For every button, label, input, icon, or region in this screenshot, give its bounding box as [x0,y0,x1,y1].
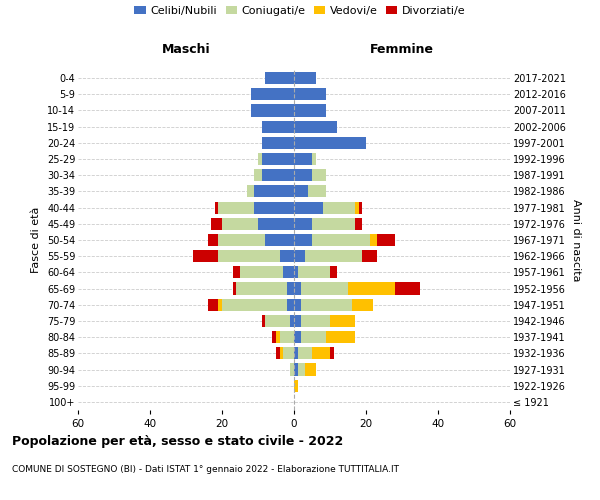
Bar [294,186,308,198]
Bar [294,169,312,181]
Bar [262,169,294,181]
Bar [298,266,330,278]
Bar [290,364,294,376]
Bar [193,250,218,262]
Bar [294,137,366,149]
Bar [352,298,373,311]
Bar [222,218,258,230]
Y-axis label: Fasce di età: Fasce di età [31,207,41,273]
Bar [276,348,280,360]
Bar [294,364,298,376]
Bar [294,331,301,343]
Bar [254,202,294,213]
Text: COMUNE DI SOSTEGNO (BI) - Dati ISTAT 1° gennaio 2022 - Elaborazione TUTTITALIA.I: COMUNE DI SOSTEGNO (BI) - Dati ISTAT 1° … [12,465,399,474]
Bar [265,315,290,327]
Bar [247,186,254,198]
Bar [218,202,254,213]
Bar [272,331,276,343]
Text: Popolazione per età, sesso e stato civile - 2022: Popolazione per età, sesso e stato civil… [12,435,343,448]
Bar [312,169,326,181]
Text: Maschi: Maschi [161,44,211,57]
Bar [262,137,294,149]
Bar [294,104,326,117]
Bar [218,234,265,246]
Bar [301,315,330,327]
Bar [359,202,362,213]
Text: Femmine: Femmine [370,44,434,57]
Bar [355,202,359,213]
Bar [294,315,301,327]
Bar [312,348,330,360]
Bar [348,282,395,294]
Bar [208,234,218,246]
Bar [294,298,301,311]
Bar [330,266,337,278]
Bar [258,153,262,165]
Legend: Celibi/Nubili, Coniugati/e, Vedovi/e, Divorziati/e: Celibi/Nubili, Coniugati/e, Vedovi/e, Di… [134,6,466,16]
Bar [222,298,287,311]
Bar [280,348,283,360]
Bar [254,186,294,198]
Bar [240,266,283,278]
Bar [280,331,294,343]
Bar [326,331,355,343]
Bar [294,266,298,278]
Bar [294,72,316,84]
Bar [308,186,326,198]
Bar [283,348,294,360]
Bar [290,315,294,327]
Bar [294,234,312,246]
Bar [294,380,298,392]
Bar [215,202,218,213]
Bar [301,282,348,294]
Bar [280,250,294,262]
Bar [233,282,236,294]
Bar [312,153,316,165]
Bar [287,298,294,311]
Bar [294,218,312,230]
Bar [254,169,262,181]
Bar [265,72,294,84]
Bar [294,348,298,360]
Bar [377,234,395,246]
Bar [312,218,355,230]
Bar [323,202,355,213]
Bar [211,218,222,230]
Bar [218,298,222,311]
Bar [251,104,294,117]
Bar [258,218,294,230]
Bar [294,153,312,165]
Bar [294,250,305,262]
Y-axis label: Anni di nascita: Anni di nascita [571,198,581,281]
Bar [301,298,352,311]
Bar [330,348,334,360]
Bar [301,331,326,343]
Bar [265,234,294,246]
Bar [298,348,312,360]
Bar [294,282,301,294]
Bar [370,234,377,246]
Bar [262,153,294,165]
Bar [283,266,294,278]
Bar [251,88,294,101]
Bar [330,315,355,327]
Bar [287,282,294,294]
Bar [294,88,326,101]
Bar [262,120,294,132]
Bar [305,364,316,376]
Bar [298,364,305,376]
Bar [294,120,337,132]
Bar [218,250,280,262]
Bar [233,266,240,278]
Bar [262,315,265,327]
Bar [305,250,362,262]
Bar [312,234,370,246]
Bar [395,282,420,294]
Bar [294,202,323,213]
Bar [276,331,280,343]
Bar [355,218,362,230]
Bar [208,298,218,311]
Bar [362,250,377,262]
Bar [236,282,287,294]
